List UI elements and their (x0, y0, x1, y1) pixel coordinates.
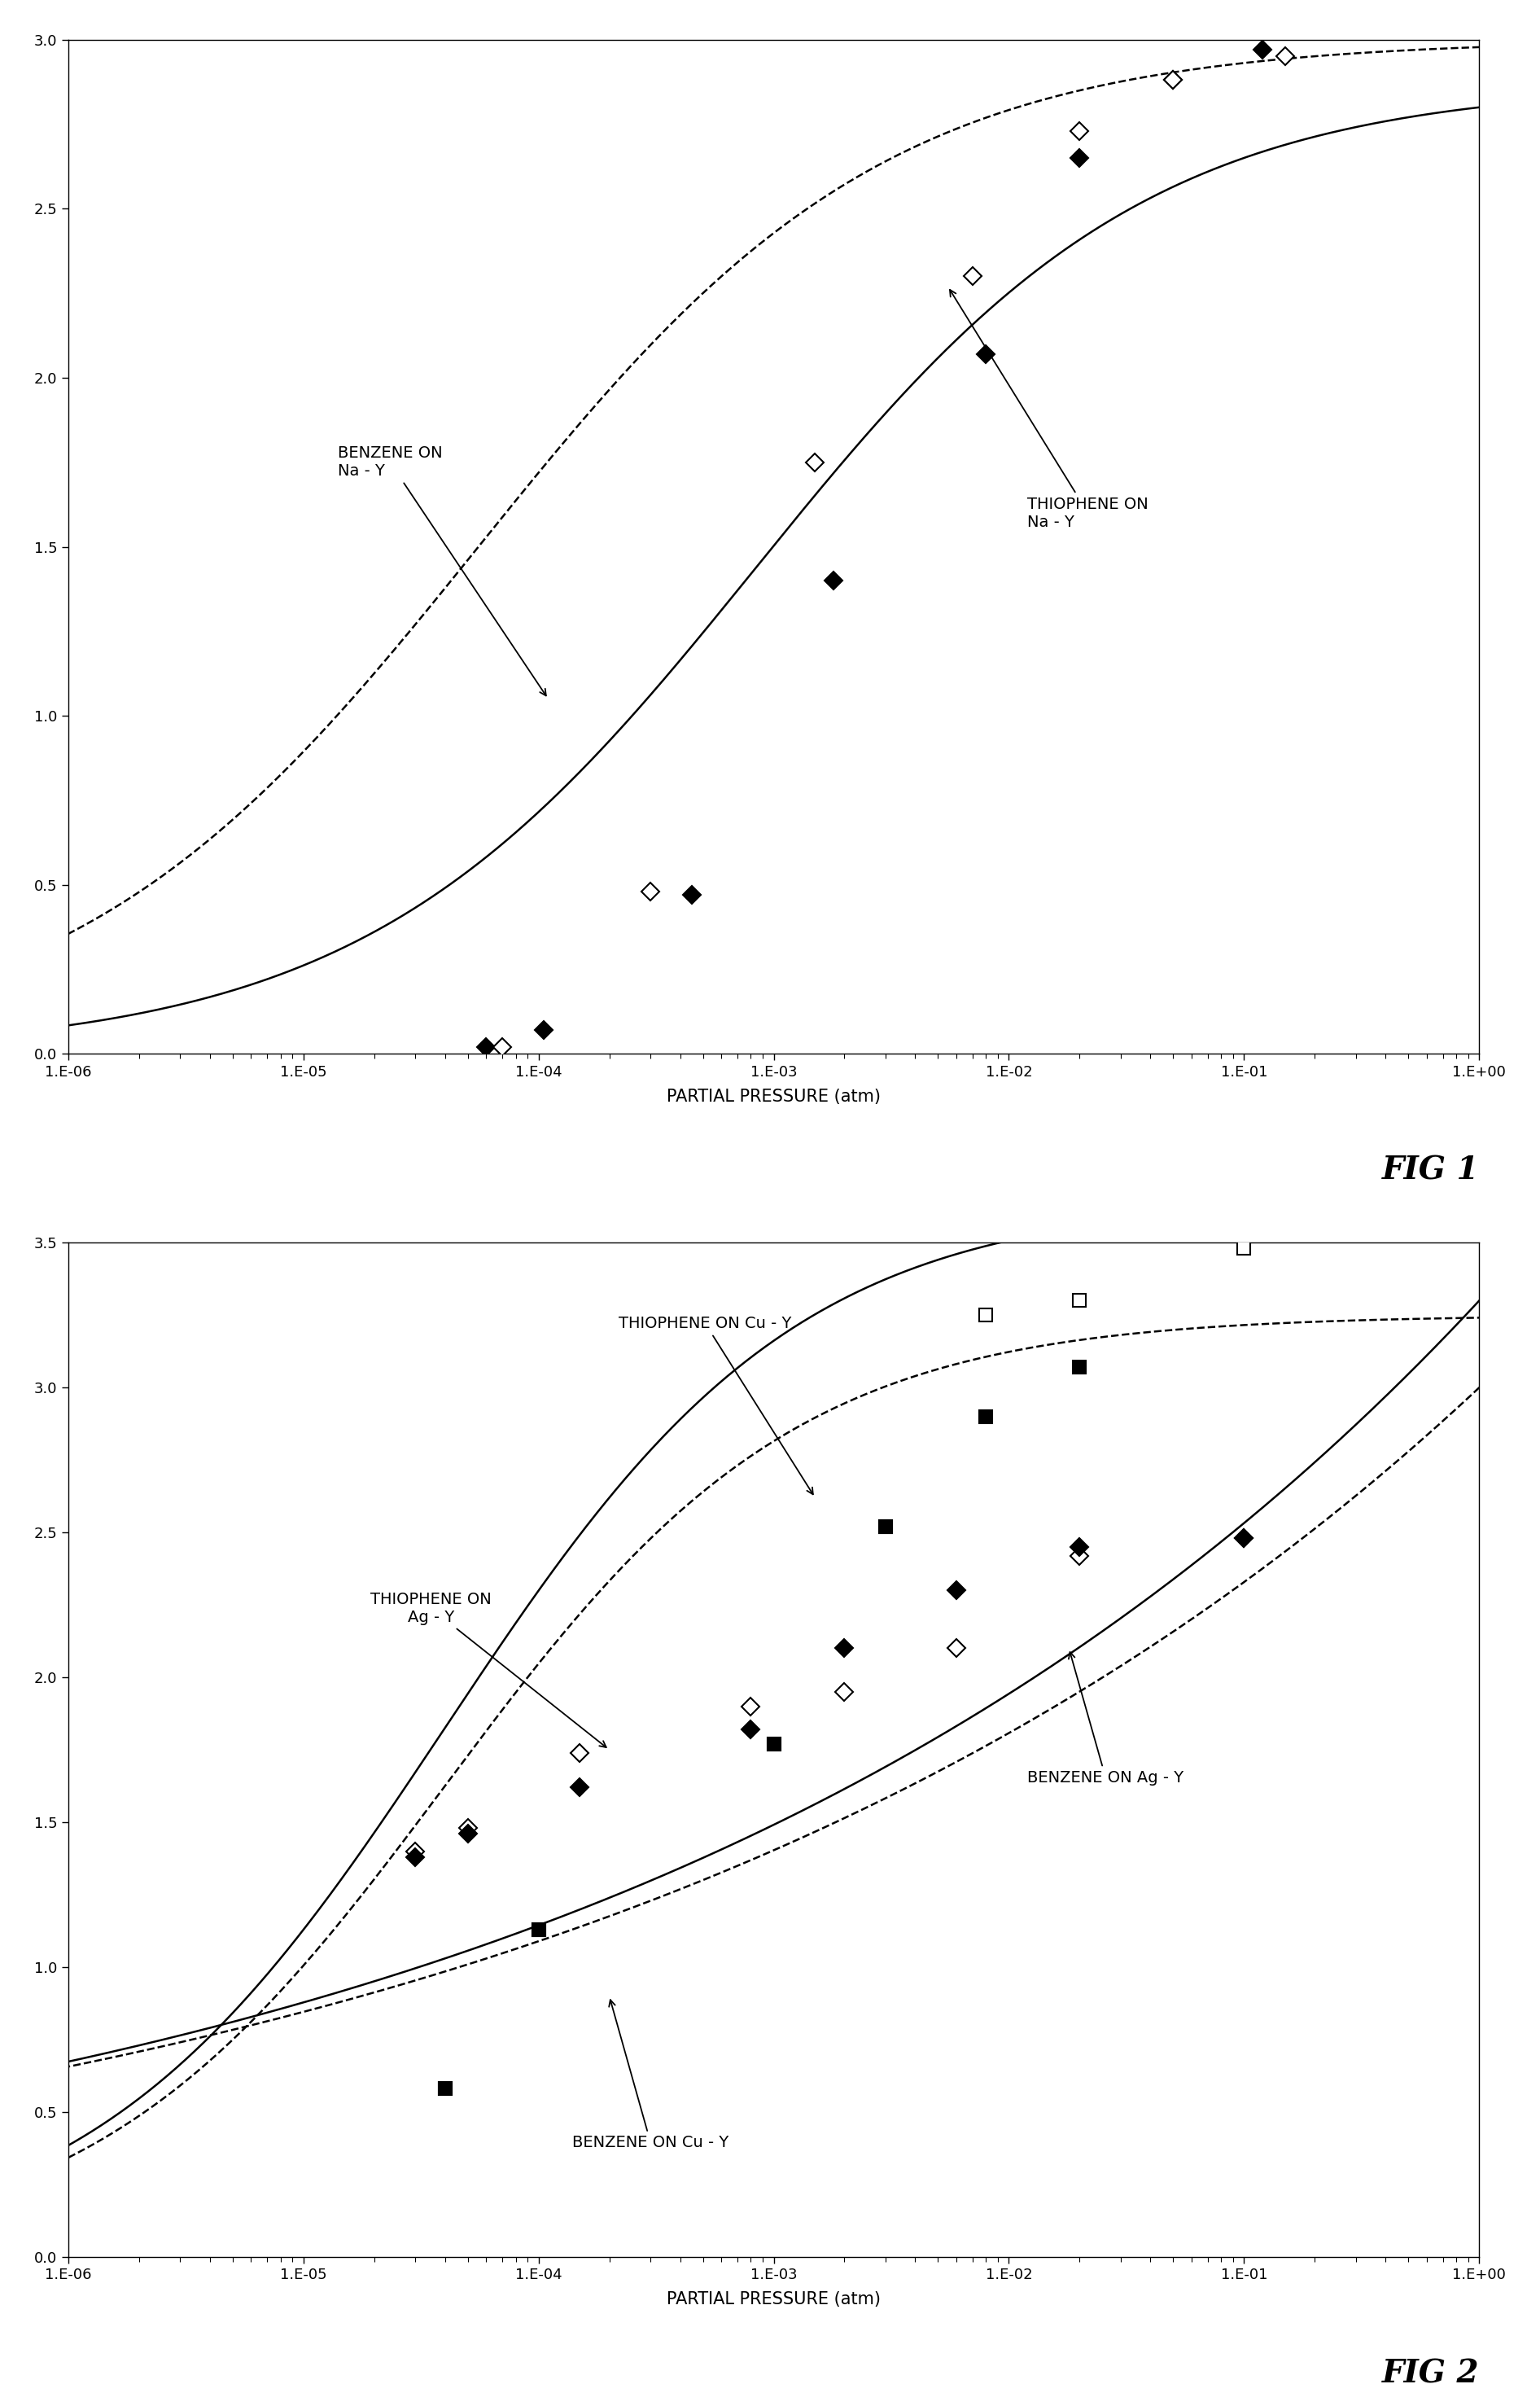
Text: THIOPHENE ON
Ag - Y: THIOPHENE ON Ag - Y (371, 1593, 607, 1747)
Text: BENZENE ON
Na - Y: BENZENE ON Na - Y (337, 445, 547, 695)
Text: BENZENE ON Cu - Y: BENZENE ON Cu - Y (573, 1999, 728, 2151)
X-axis label: PARTIAL PRESSURE (atm): PARTIAL PRESSURE (atm) (667, 2291, 881, 2307)
Text: FIG 2: FIG 2 (1381, 2358, 1480, 2389)
Text: FIG 1: FIG 1 (1381, 1155, 1480, 1186)
Text: THIOPHENE ON
Na - Y: THIOPHENE ON Na - Y (950, 289, 1149, 529)
Text: THIOPHENE ON Cu - Y: THIOPHENE ON Cu - Y (619, 1316, 813, 1494)
X-axis label: PARTIAL PRESSURE (atm): PARTIAL PRESSURE (atm) (667, 1088, 881, 1104)
Text: BENZENE ON Ag - Y: BENZENE ON Ag - Y (1027, 1653, 1184, 1785)
